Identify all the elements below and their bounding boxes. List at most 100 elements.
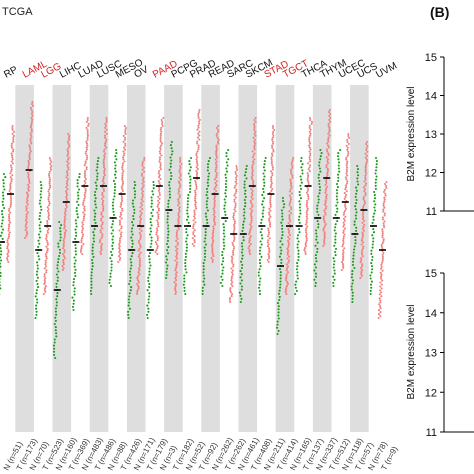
point [243,180,246,183]
point [119,253,122,256]
point [342,225,345,228]
point [8,207,11,210]
point [235,164,238,168]
median-markers [0,169,386,291]
point [93,218,96,221]
point [185,218,189,221]
point [380,273,383,276]
point [351,282,354,285]
point [65,205,68,208]
band-thym [312,85,332,432]
point [119,257,122,260]
point [39,205,42,208]
point [379,289,382,292]
point [195,154,198,157]
point [281,224,284,227]
point [269,215,272,218]
point [139,233,142,236]
point [178,176,181,179]
point [345,156,348,159]
point [225,161,228,164]
point [267,227,270,230]
point [102,195,105,198]
point [65,192,68,195]
point [281,218,284,221]
point [240,273,243,276]
point [314,281,317,284]
point [38,214,41,218]
point [119,205,122,208]
point [323,219,326,222]
point [160,126,163,129]
point [83,176,86,179]
point [129,273,132,276]
point [234,176,238,179]
point [186,200,189,203]
point [233,228,236,231]
point [308,144,311,147]
point [156,235,159,238]
point [150,242,153,245]
point [28,158,31,161]
y-tick-label: 14 [425,308,437,320]
point [184,252,187,255]
point [140,188,143,191]
point [84,189,87,192]
point [297,249,300,252]
point [206,169,209,172]
band-tgct [275,85,295,432]
point [336,207,339,210]
point [75,234,78,237]
point [282,206,285,209]
point [357,174,360,177]
point [326,168,329,171]
point [168,190,171,193]
point [334,235,337,238]
point [31,110,34,113]
point [109,257,112,260]
point [329,116,332,119]
point [364,152,367,155]
point [109,272,112,275]
point [102,205,105,208]
point [164,261,168,264]
point [188,163,191,166]
point [325,166,328,169]
point [214,162,217,165]
point [101,201,104,204]
point [360,267,363,270]
point [355,211,358,214]
point [251,166,254,169]
point [150,236,153,239]
point [45,257,48,260]
point [326,142,329,145]
point [0,250,3,253]
point [373,194,376,197]
point [54,326,57,329]
point [380,245,383,249]
point [184,255,188,258]
point [155,233,158,236]
point [142,166,145,169]
point [121,199,124,202]
point [35,307,38,310]
point [73,293,76,296]
point [308,130,311,133]
point [2,185,5,188]
point [251,150,254,153]
point [62,239,65,242]
point [40,184,43,187]
point [118,241,121,244]
point [381,279,384,282]
point [342,251,345,254]
point [58,248,61,251]
sample-count-labels: N (n=51)T (n=173)N (n=70)T (n=523)N (n=1… [2,436,400,472]
point [109,275,112,278]
point [287,229,291,232]
point [353,248,356,251]
point [225,186,228,189]
point [308,140,311,143]
point [332,257,335,260]
point [30,128,33,131]
